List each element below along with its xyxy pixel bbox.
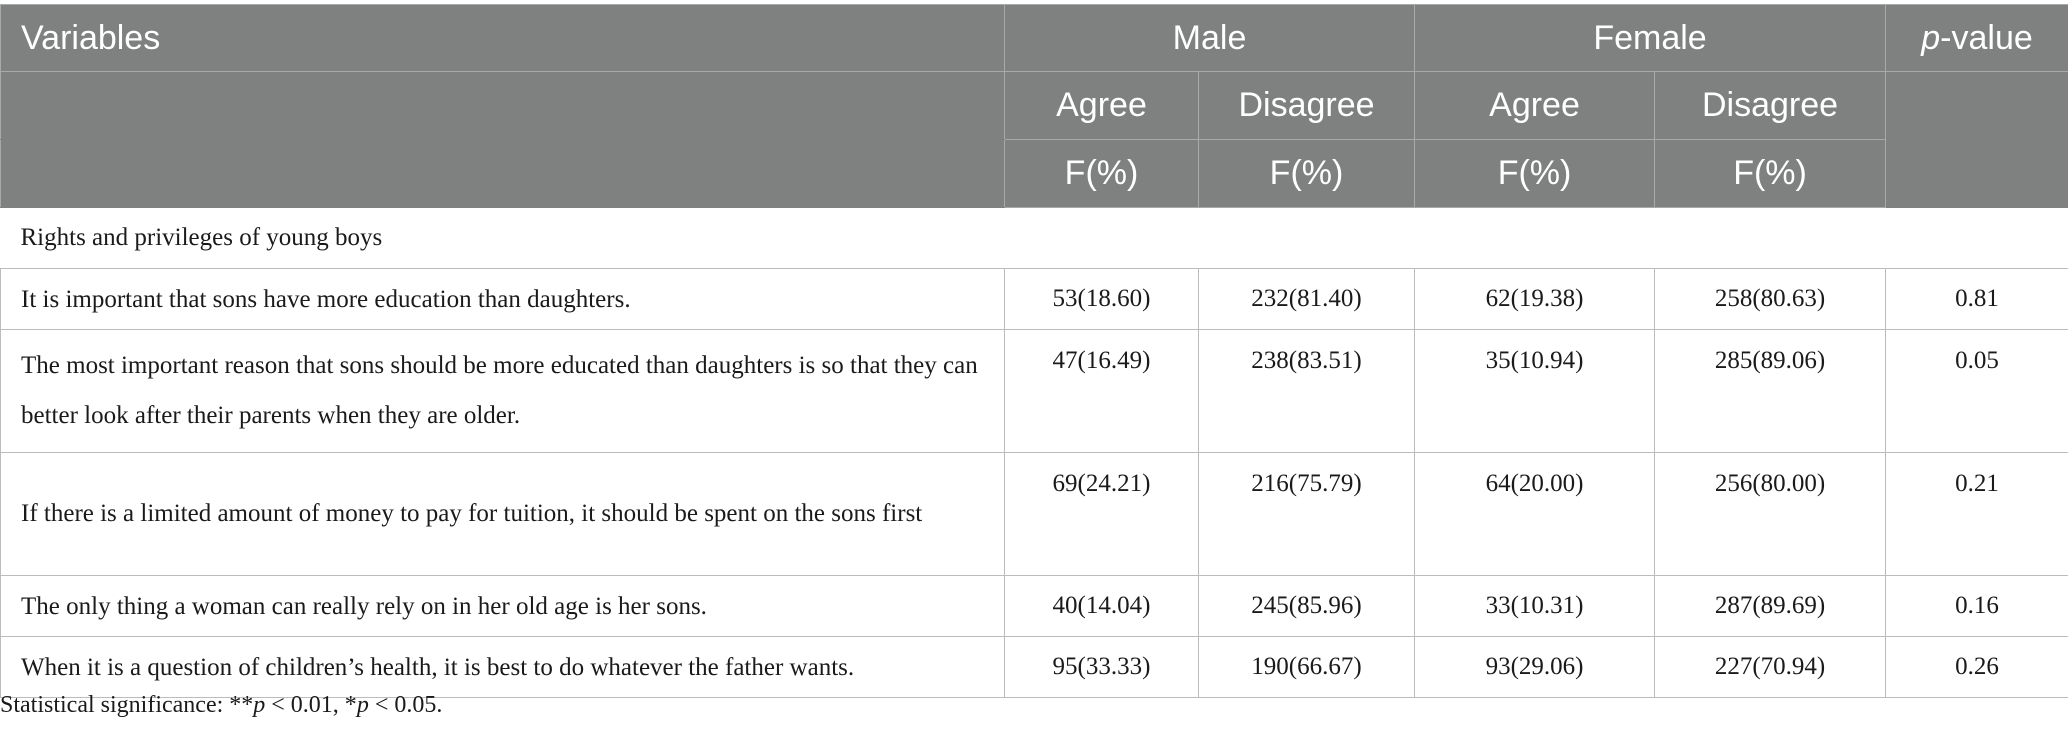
- row-male-agree: 95(33.33): [1004, 636, 1199, 698]
- row-female-agree: 64(20.00): [1414, 452, 1656, 576]
- table-row: The only thing a woman can really rely o…: [0, 575, 2068, 637]
- row-male-disagree: 216(75.79): [1197, 452, 1416, 576]
- row-male-disagree: 238(83.51): [1197, 329, 1416, 453]
- header-variables-spacer-2: [0, 139, 1005, 208]
- row-variable: It is important that sons have more educ…: [0, 268, 1005, 330]
- row-female-disagree: 227(70.94): [1654, 636, 1887, 698]
- header-male-agree-unit: F(%): [1004, 139, 1199, 208]
- row-variable: The only thing a woman can really rely o…: [0, 575, 1005, 637]
- table-footnote: Statistical significance: **p < 0.01, *p…: [0, 692, 442, 719]
- section-row: Rights and privileges of young boys: [0, 207, 2068, 269]
- row-male-disagree: 245(85.96): [1197, 575, 1416, 637]
- row-female-disagree: 285(89.06): [1654, 329, 1887, 453]
- p-italic: p: [1921, 18, 1941, 57]
- row-p-value: 0.26: [1885, 636, 2068, 698]
- row-p-value: 0.81: [1885, 268, 2068, 330]
- header-p-value-spacer: [1885, 71, 2068, 140]
- footnote-mid: < 0.01, *: [265, 692, 357, 718]
- results-table-container: Variables Male Female p-value Agree Disa…: [0, 4, 2068, 698]
- p-value-suffix: -value: [1940, 18, 2033, 57]
- section-title: Rights and privileges of young boys: [0, 207, 2068, 269]
- header-female-disagree-unit: F(%): [1654, 139, 1887, 208]
- header-female-agree: Agree: [1414, 71, 1656, 140]
- row-male-agree: 40(14.04): [1004, 575, 1199, 637]
- row-p-value: 0.05: [1885, 329, 2068, 453]
- row-female-disagree: 258(80.63): [1654, 268, 1887, 330]
- header-variables: Variables: [0, 4, 1005, 72]
- header-male: Male: [1003, 4, 1416, 72]
- header-male-disagree: Disagree: [1197, 71, 1416, 140]
- footnote-p2: p: [356, 692, 369, 718]
- row-variable: If there is a limited amount of money to…: [0, 452, 1005, 576]
- row-female-disagree: 287(89.69): [1654, 575, 1887, 637]
- header-row-groups: Variables Male Female p-value: [0, 4, 2068, 72]
- table-row: When it is a question of children’s heal…: [0, 636, 2068, 698]
- footnote-suffix: < 0.05.: [368, 692, 443, 718]
- table-header: Variables Male Female p-value Agree Disa…: [0, 4, 2068, 208]
- header-male-agree: Agree: [1004, 71, 1199, 140]
- row-male-disagree: 190(66.67): [1197, 636, 1416, 698]
- header-female: Female: [1414, 4, 1887, 72]
- table-row: It is important that sons have more educ…: [0, 268, 2068, 330]
- row-p-value: 0.21: [1885, 452, 2068, 576]
- table-body: Rights and privileges of young boys It i…: [0, 207, 2068, 698]
- footnote-prefix: Statistical significance: **: [0, 692, 254, 718]
- row-female-agree: 93(29.06): [1414, 636, 1656, 698]
- table-row: The most important reason that sons shou…: [0, 329, 2068, 453]
- header-row-response: Agree Disagree Agree Disagree: [0, 71, 2068, 140]
- row-female-agree: 62(19.38): [1414, 268, 1656, 330]
- row-female-disagree: 256(80.00): [1654, 452, 1887, 576]
- row-female-agree: 35(10.94): [1414, 329, 1656, 453]
- row-male-agree: 69(24.21): [1004, 452, 1199, 576]
- row-male-agree: 47(16.49): [1004, 329, 1199, 453]
- header-female-agree-unit: F(%): [1414, 139, 1656, 208]
- row-male-disagree: 232(81.40): [1197, 268, 1416, 330]
- header-p-value: p-value: [1885, 4, 2068, 72]
- results-table: Variables Male Female p-value Agree Disa…: [0, 4, 2068, 698]
- header-female-disagree: Disagree: [1654, 71, 1887, 140]
- header-p-value-spacer-2: [1885, 139, 2068, 208]
- row-female-agree: 33(10.31): [1414, 575, 1656, 637]
- table-row: If there is a limited amount of money to…: [0, 452, 2068, 576]
- row-variable: When it is a question of children’s heal…: [0, 636, 1005, 698]
- header-row-units: F(%) F(%) F(%) F(%): [0, 139, 2068, 208]
- footnote-p1: p: [253, 692, 266, 718]
- header-variables-spacer: [0, 71, 1005, 140]
- row-p-value: 0.16: [1885, 575, 2068, 637]
- header-male-disagree-unit: F(%): [1197, 139, 1416, 208]
- row-variable: The most important reason that sons shou…: [0, 329, 1005, 453]
- row-male-agree: 53(18.60): [1004, 268, 1199, 330]
